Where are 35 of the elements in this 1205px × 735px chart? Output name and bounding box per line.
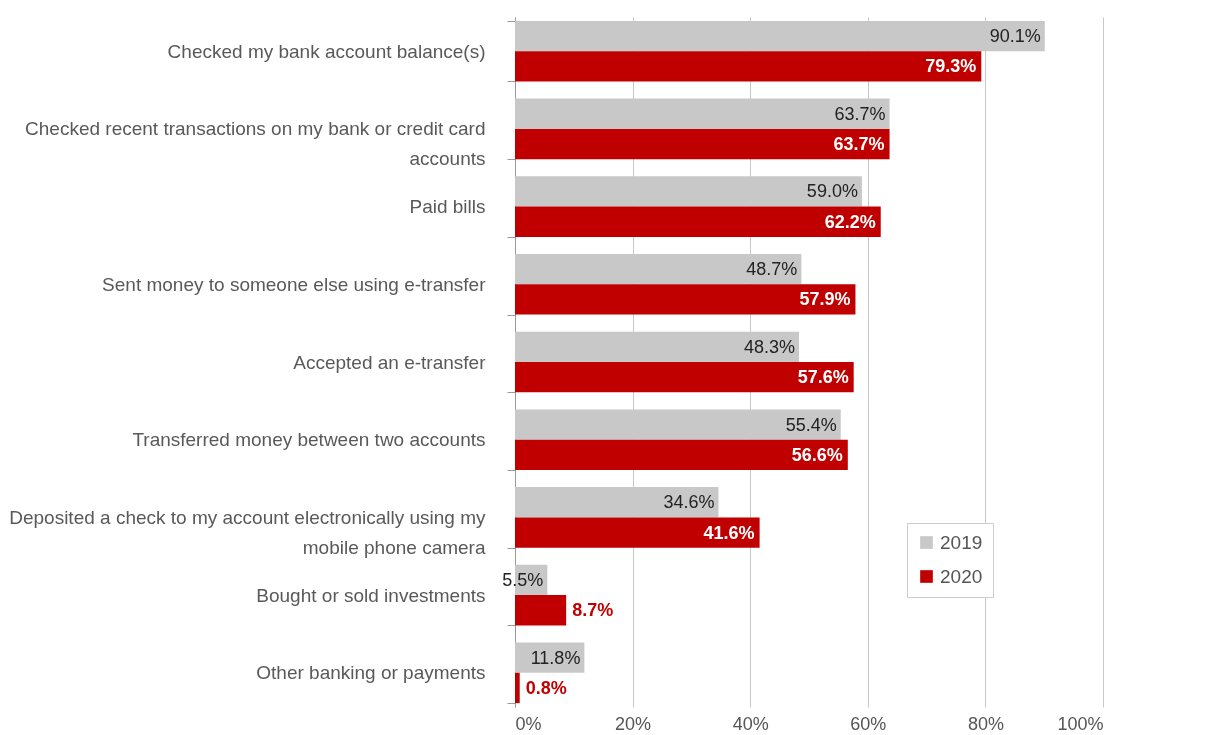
data-label: 63.7%	[833, 134, 885, 155]
y-tick-label: Paid bills	[409, 196, 486, 218]
x-tick-label: 0%	[515, 713, 542, 734]
data-label: 41.6%	[703, 522, 755, 543]
y-tick-label: Checked recent transactions on my bank or credit card accounts	[25, 118, 486, 170]
x-tick-label: 100%	[1057, 713, 1104, 734]
y-tick-label: Bought or sold investments	[256, 584, 486, 606]
data-label: 55.4%	[785, 414, 837, 435]
y-tick-label: Deposited a check to my account electronically using my mobile phone camera	[9, 506, 486, 558]
data-label: 57.9%	[799, 289, 851, 310]
data-label: 5.5%	[502, 569, 544, 590]
data-label: 56.6%	[791, 444, 843, 465]
data-label: 90.1%	[989, 26, 1041, 47]
data-label: 34.6%	[663, 492, 715, 513]
x-tick-label: 40%	[732, 713, 769, 734]
data-label: 48.7%	[746, 259, 798, 280]
x-tick-label: 60%	[850, 713, 887, 734]
data-label: 79.3%	[925, 56, 977, 77]
y-tick-label: Checked my bank account balance(s)	[167, 40, 486, 62]
data-label: 62.2%	[824, 211, 876, 232]
y-tick-label: Sent money to someone else using e-transfer	[102, 273, 487, 295]
legend-label: 2020	[940, 565, 983, 587]
data-label: 0.8%	[525, 677, 567, 698]
y-tick-label: Accepted an e-transfer	[293, 351, 487, 373]
y-tick-label: Transferred money between two accounts	[132, 429, 486, 451]
x-tick-label: 20%	[615, 713, 652, 734]
data-label: 48.3%	[743, 336, 795, 357]
data-label: 11.8%	[530, 647, 581, 668]
data-label: 57.6%	[797, 367, 849, 388]
data-label: 8.7%	[572, 600, 614, 621]
x-tick-label: 80%	[967, 713, 1004, 734]
data-label: 59.0%	[806, 181, 858, 202]
y-tick-label: Other banking or payments	[256, 662, 486, 684]
data-label: 63.7%	[834, 103, 886, 124]
legend-label: 2019	[940, 531, 983, 553]
